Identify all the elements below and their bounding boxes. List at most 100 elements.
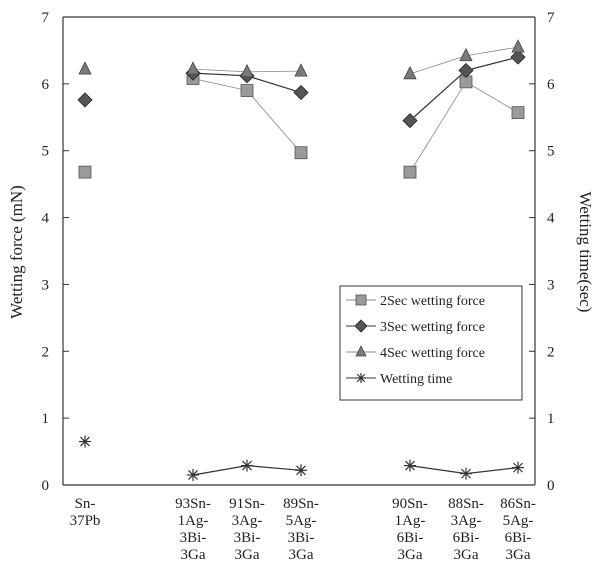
3sec-wetting-force-line-segment: [246, 75, 302, 94]
wetting-time-point: [241, 459, 253, 472]
x-category-label-line: 89Sn-: [283, 496, 319, 512]
3sec-wetting-force-line-segment: [192, 72, 248, 77]
x-category-label-line: 93Sn-: [175, 496, 211, 512]
asterisk-stroke: [188, 470, 198, 480]
x-category-label: 86Sn-5Ag-6Bi-3Ga: [500, 496, 536, 563]
2sec-wetting-force-point: [240, 84, 254, 97]
legend-marker-wetting-time: [356, 373, 366, 383]
legend: 2Sec wetting force 3Sec wetting force 4Sec…: [339, 285, 523, 401]
asterisk-stroke: [296, 465, 306, 476]
4sec-wetting-force-point: [186, 61, 200, 75]
x-category-label-line: 3Bi-: [234, 530, 261, 546]
x-category-label-line: 6Bi-: [397, 530, 424, 546]
x-category-label-line: 3Ga: [235, 547, 260, 563]
x-category-label: 89Sn-5Ag-3Bi-3Ga: [283, 496, 319, 563]
wetting-time-point: [512, 461, 524, 474]
x-category-label-line: 5Ag-: [503, 513, 534, 529]
left-tick-label: 5: [42, 144, 50, 160]
right-tick-label: 1: [547, 411, 555, 427]
wetting-time-point: [460, 467, 472, 480]
asterisk-stroke: [80, 436, 90, 447]
x-category-label-line: 3Bi-: [288, 530, 315, 546]
3sec-wetting-force-point: [402, 113, 418, 129]
3sec-wetting-force-line-segment: [465, 56, 519, 72]
wetting-time-line-segment: [409, 465, 467, 475]
3sec-wetting-force-point: [77, 92, 93, 108]
2sec-wetting-force-line-segment: [192, 78, 248, 91]
wetting-time-point: [295, 464, 307, 477]
4sec-wetting-force-point: [240, 63, 254, 78]
asterisk-stroke: [513, 462, 523, 473]
x-category-label-line: Sn-: [75, 496, 96, 512]
y2-axis-title: Wetting time(sec): [576, 192, 595, 313]
x-category-label-line: 6Bi-: [453, 530, 480, 546]
x-category-label-line: 3Ga: [289, 547, 314, 563]
x-category-label-line: 3Bi-: [180, 530, 207, 546]
wetting-time-line-segment: [192, 465, 248, 476]
legend-marker-2sec-wetting-force: [355, 294, 367, 306]
series-lines: [192, 46, 519, 476]
left-y-ticks: 0 1 2 3 4 5 6 7: [42, 10, 69, 494]
4sec-wetting-force-point: [511, 39, 525, 53]
legend-marker-3sec-wetting-force: [354, 319, 368, 333]
x-category-label: 93Sn-1Ag-3Bi-3Ga: [175, 496, 211, 563]
x-category-label-line: 3Ga: [181, 547, 206, 563]
left-tick-label: 7: [42, 10, 50, 26]
left-tick-label: 6: [42, 77, 50, 93]
x-category-label-line: 1Ag-: [395, 513, 426, 529]
x-category-label: Sn-37Pb: [70, 496, 101, 529]
2sec-wetting-force-point: [294, 146, 308, 160]
2sec-wetting-force-line-segment: [409, 81, 467, 173]
asterisk-stroke: [405, 460, 415, 471]
4sec-wetting-force-line-segment: [192, 68, 248, 73]
4sec-wetting-force-line-segment: [465, 46, 519, 57]
x-category-label-line: 37Pb: [70, 513, 101, 529]
x-category-label-line: 86Sn-: [500, 496, 536, 512]
4sec-wetting-force-point: [294, 63, 308, 77]
4sec-wetting-force-point: [78, 61, 92, 75]
y-axis-title: Wetting force (mN): [7, 185, 26, 319]
right-tick-label: 5: [547, 144, 555, 160]
axes-frame: [62, 16, 536, 486]
x-category-label-line: 91Sn-: [229, 496, 265, 512]
left-tick-label: 3: [42, 277, 50, 293]
legend-label-wetting-time: Wetting time: [380, 372, 452, 387]
legend-label-3sec-wetting-force: 3Sec wetting force: [380, 320, 485, 335]
right-tick-label: 7: [547, 10, 555, 26]
2sec-wetting-force-line-segment: [465, 81, 519, 113]
x-category-label-line: 3Ga: [398, 547, 423, 563]
asterisk-stroke: [356, 373, 366, 383]
2sec-wetting-force-line-segment: [246, 90, 302, 153]
left-tick-label: 0: [42, 478, 50, 494]
2sec-wetting-force-point: [403, 165, 417, 179]
x-category-label: 90Sn-1Ag-6Bi-3Ga: [392, 496, 428, 563]
x-category-labels: Sn-37Pb93Sn-1Ag-3Bi-3Ga91Sn-3Ag-3Bi-3Ga8…: [70, 496, 536, 563]
wetting-time-point: [404, 459, 416, 472]
asterisk-stroke: [242, 460, 252, 471]
2sec-wetting-force-point: [511, 106, 525, 120]
left-tick-label: 2: [42, 344, 50, 360]
4sec-wetting-force-line-segment: [246, 70, 302, 73]
right-tick-label: 2: [547, 344, 555, 360]
x-category-label-line: 88Sn-: [448, 496, 484, 512]
x-category-label-line: 6Bi-: [505, 530, 532, 546]
right-tick-label: 3: [547, 277, 555, 293]
wetting-time-point: [187, 468, 199, 481]
x-category-label: 88Sn-3Ag-6Bi-3Ga: [448, 496, 484, 563]
left-tick-label: 4: [42, 211, 50, 227]
x-category-label-line: 5Ag-: [286, 513, 317, 529]
asterisk-stroke: [461, 468, 471, 479]
legend-box: [339, 285, 523, 401]
legend-marker-4sec-wetting-force: [355, 345, 367, 357]
legend-label-2sec-wetting-force: 2Sec wetting force: [380, 294, 485, 309]
4sec-wetting-force-line-segment: [409, 55, 467, 75]
series-markers: [77, 39, 526, 481]
x-category-label-line: 90Sn-: [392, 496, 428, 512]
left-tick-label: 1: [42, 411, 50, 427]
wetting-time-line-segment: [465, 467, 519, 475]
3sec-wetting-force-point: [293, 84, 309, 101]
x-category-label-line: 3Ag-: [232, 513, 263, 529]
right-tick-label: 6: [547, 77, 555, 93]
3sec-wetting-force-line-segment: [409, 70, 467, 122]
